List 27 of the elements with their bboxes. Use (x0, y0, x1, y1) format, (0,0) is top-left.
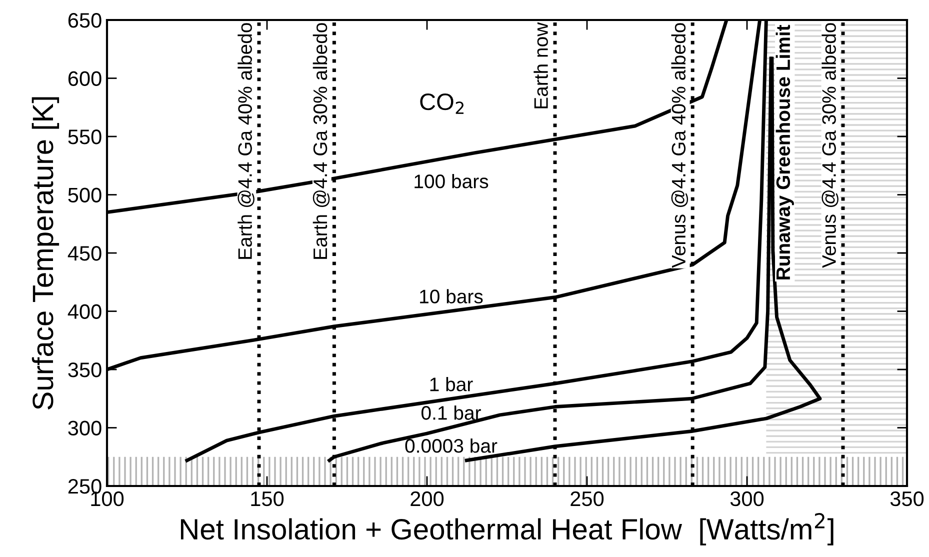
ref-line-label: Earth @4.4 Ga 30% albedo (312, 23, 330, 259)
y-tick-label: 300 (68, 420, 102, 436)
y-tick-label: 350 (68, 362, 102, 378)
y-tick-label: 450 (68, 246, 102, 261)
ref-line-label: Venus @4.4 Ga 40% albedo (671, 23, 688, 268)
series-label: 100 bars (414, 174, 488, 188)
x-tick-label: 250 (570, 491, 604, 506)
y-axis-title: Surface Temperature [K] (32, 97, 60, 410)
y-tick-label: 500 (68, 188, 102, 203)
annotation: CO$_{2}$ (420, 93, 464, 114)
x-tick-label: 150 (251, 491, 284, 506)
x-tick-label: 350 (890, 491, 924, 506)
y-tick-label: 650 (68, 13, 102, 28)
series-label: 0.0003 bar (405, 438, 498, 453)
y-tick-label: 400 (68, 304, 102, 320)
ref-line-label: Earth @4.4 Ga 40% albedo (238, 23, 254, 259)
ref-line-label: Venus @4.4 Ga 30% albedo (822, 23, 838, 268)
y-tick-label: 600 (68, 71, 102, 86)
x-tick-label: 300 (730, 491, 764, 506)
band-label: Runaway Greenhouse Limit (776, 24, 794, 280)
x-tick-label: 200 (410, 491, 444, 506)
y-tick-label: 550 (68, 130, 102, 144)
ref-line-label: Earth now (534, 22, 548, 108)
series-label: 1 bar (430, 376, 473, 392)
x-axis-title: Net Insolation + Geothermal Heat Flow [Watts/m$^{2}$] (180, 513, 834, 546)
series-label: 10 bars (420, 289, 483, 304)
series-label: 0.1 bar (421, 406, 481, 420)
